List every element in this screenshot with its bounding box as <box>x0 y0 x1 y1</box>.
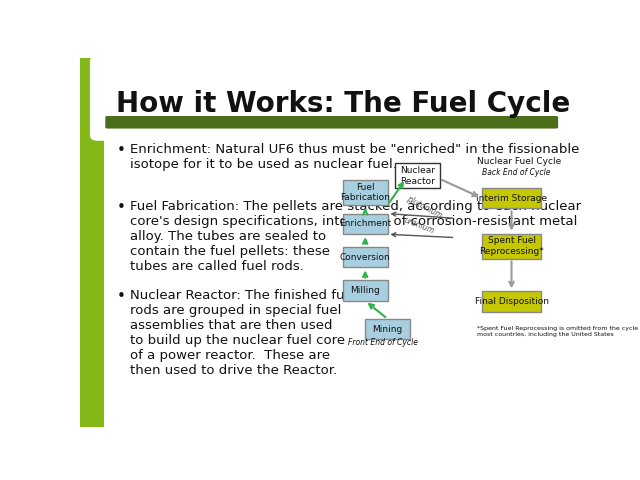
Bar <box>80 58 104 427</box>
Text: Front End of Cycle: Front End of Cycle <box>348 338 418 348</box>
Text: Milling: Milling <box>350 286 380 295</box>
Text: uranium: uranium <box>403 216 436 236</box>
Text: Enrichment: Enrichment <box>339 219 391 228</box>
Text: Nuclear Reactor: The finished fuel
rods are grouped in special fuel
assemblies t: Nuclear Reactor: The finished fuel rods … <box>129 288 356 377</box>
Bar <box>80 58 157 139</box>
Text: Nuclear Fuel Cycle: Nuclear Fuel Cycle <box>477 156 561 166</box>
FancyBboxPatch shape <box>343 214 387 234</box>
FancyBboxPatch shape <box>395 163 440 189</box>
Text: Conversion: Conversion <box>340 252 390 262</box>
Text: •: • <box>117 143 126 157</box>
FancyBboxPatch shape <box>482 234 541 259</box>
Text: Interim Storage: Interim Storage <box>476 193 547 203</box>
FancyBboxPatch shape <box>343 280 387 300</box>
FancyBboxPatch shape <box>365 319 410 339</box>
Text: Enrichment: Natural UF6 thus must be "enriched" in the fissionable
isotope for i: Enrichment: Natural UF6 thus must be "en… <box>129 143 579 170</box>
Text: Final Disposition: Final Disposition <box>474 297 548 306</box>
Text: Fuel Fabrication: The pellets are stacked, according to each nuclear
core's desi: Fuel Fabrication: The pellets are stacke… <box>129 200 580 273</box>
FancyBboxPatch shape <box>482 291 541 312</box>
Text: Mining: Mining <box>372 325 403 334</box>
Text: •: • <box>117 288 126 304</box>
FancyBboxPatch shape <box>343 180 387 205</box>
FancyBboxPatch shape <box>90 56 168 141</box>
FancyBboxPatch shape <box>106 116 558 129</box>
Text: *Spent Fuel Reprocessing is omitted from the cycle in
most countries, including : *Spent Fuel Reprocessing is omitted from… <box>477 326 640 337</box>
Text: plutonium: plutonium <box>406 194 444 220</box>
FancyBboxPatch shape <box>482 188 541 208</box>
Text: Fuel
Fabrication: Fuel Fabrication <box>340 183 390 202</box>
Text: Spent Fuel
Reprocessing*: Spent Fuel Reprocessing* <box>479 236 544 256</box>
Text: Back End of Cycle: Back End of Cycle <box>482 168 550 177</box>
Text: •: • <box>117 200 126 215</box>
Text: Nuclear
Reactor: Nuclear Reactor <box>400 166 435 186</box>
FancyBboxPatch shape <box>343 247 387 267</box>
Text: How it Works: The Fuel Cycle: How it Works: The Fuel Cycle <box>116 90 570 118</box>
